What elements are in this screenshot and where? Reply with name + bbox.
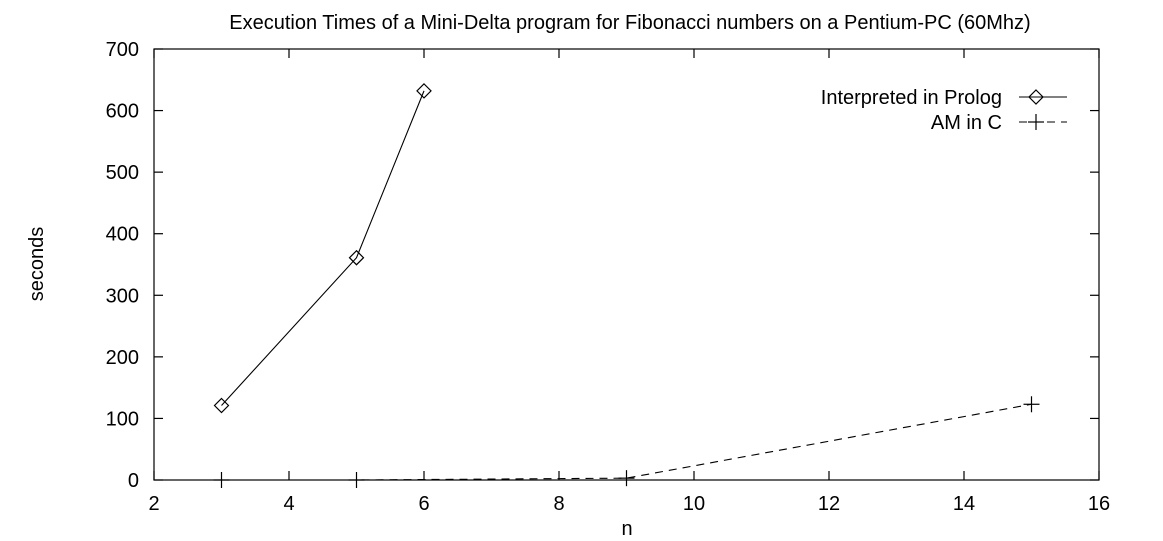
x-tick-label: 10: [683, 493, 705, 515]
legend-label: Interpreted in Prolog: [821, 87, 1002, 109]
legend-label: AM in C: [931, 112, 1002, 134]
x-axis: 2 4 6 8 10 12 14 16: [148, 49, 1110, 515]
x-tick-label: 8: [553, 493, 564, 515]
y-axis-label: seconds: [26, 227, 48, 302]
y-tick-label: 300: [106, 285, 139, 307]
x-tick-label: 16: [1088, 493, 1110, 515]
x-tick-label: 2: [148, 493, 159, 515]
series-line: [221, 90, 425, 406]
legend: Interpreted in Prolog AM in C: [821, 87, 1067, 134]
y-axis: 0 100 200 300 400 500 600 700: [106, 39, 1099, 492]
plus-marker: [618, 470, 635, 487]
x-tick-label: 6: [418, 493, 429, 515]
chart-title: Execution Times of a Mini-Delta program …: [229, 12, 1030, 34]
plus-marker: [1023, 396, 1040, 413]
y-tick-label: 400: [106, 224, 139, 246]
diamond-marker: [1028, 89, 1044, 105]
y-tick-label: 0: [128, 470, 139, 492]
series-layer: [213, 83, 1040, 488]
y-tick-label: 500: [106, 162, 139, 184]
y-tick-label: 600: [106, 101, 139, 123]
diamond-marker: [416, 83, 432, 99]
plus-marker: [1028, 114, 1044, 130]
series-line: [221, 403, 1032, 481]
plus-marker: [348, 472, 365, 488]
plus-marker: [213, 472, 230, 488]
y-tick-label: 200: [106, 347, 139, 369]
diamond-marker: [213, 397, 230, 414]
x-tick-label: 14: [953, 493, 975, 515]
x-tick-label: 12: [818, 493, 840, 515]
x-tick-label: 4: [283, 493, 294, 515]
diamond-marker: [348, 249, 365, 266]
x-axis-label: n: [621, 518, 632, 540]
y-tick-label: 100: [106, 408, 139, 430]
y-tick-label: 700: [106, 39, 139, 61]
